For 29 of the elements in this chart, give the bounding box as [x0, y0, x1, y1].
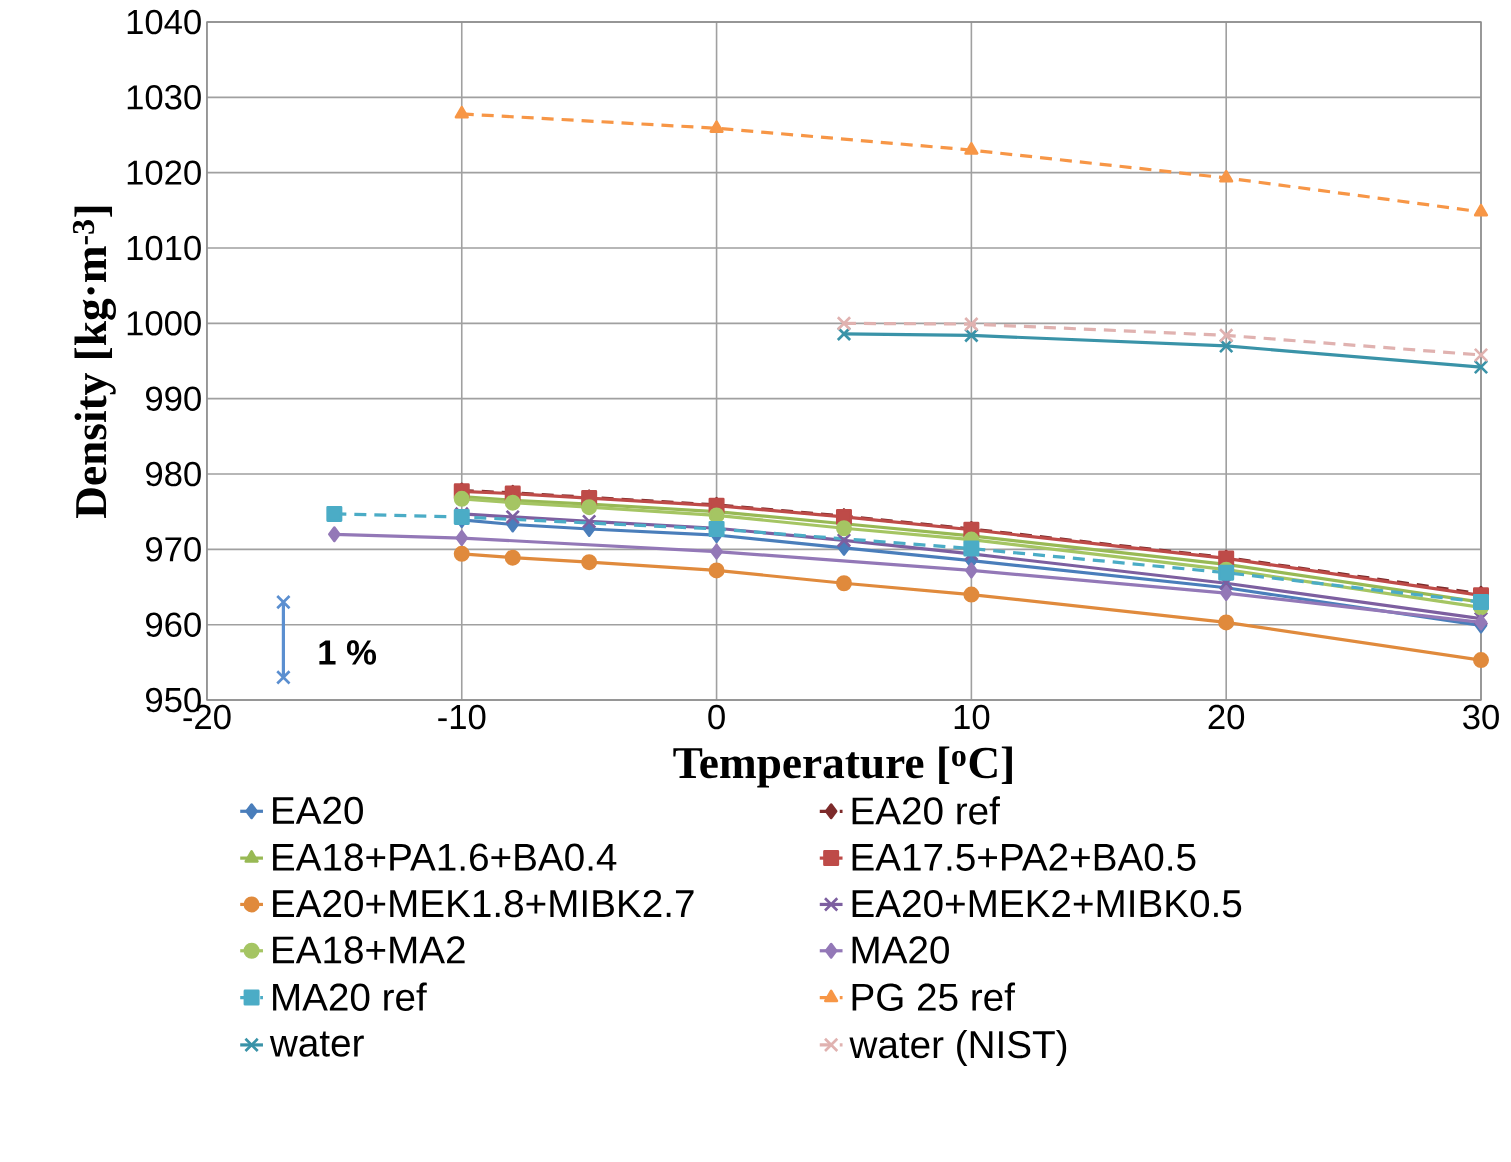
y-tick-label: 1020: [127, 160, 201, 185]
annotation: 1 %: [319, 640, 377, 665]
x-tick-label: 0: [708, 704, 725, 730]
legend-label: EA18+MA2: [273, 936, 465, 964]
x-tick-label: 20: [1208, 704, 1245, 730]
legend-label: EA20+MEK2+MIBK0.5: [852, 889, 1242, 918]
legend-label: water (NIST): [849, 1029, 1067, 1066]
legend-label: EA17.5+PA2+BA0.5: [852, 843, 1196, 871]
legend-label: EA18+PA1.6+BA0.4: [273, 843, 617, 871]
legend-label: EA20+MEK1.8+MIBK2.7: [273, 889, 694, 918]
y-tick-label: 1010: [127, 235, 201, 261]
y-axis-title: Density [kg·m$^{-3}$]: [72, 206, 116, 518]
legend-label: EA20: [273, 796, 363, 825]
x-tick-label: 30: [1463, 704, 1499, 730]
x-tick-label: -10: [438, 704, 486, 730]
legend-label: PG 25 ref: [852, 982, 1015, 1011]
y-tick-label: 1040: [127, 9, 201, 35]
y-tick-label: 970: [146, 537, 201, 562]
legend-label: water: [269, 1031, 364, 1057]
y-tick-label: 960: [146, 612, 201, 637]
legend-label: MA20: [852, 936, 949, 964]
y-tick-label: 1000: [127, 311, 201, 336]
y-tick-label: 990: [146, 386, 201, 411]
legend-label: EA20 ref: [852, 796, 1000, 825]
x-tick-label: 10: [954, 704, 990, 730]
legend-label: MA20 ref: [273, 982, 427, 1011]
y-tick-label: 980: [146, 461, 201, 487]
x-axis-title: Temperature [$^{o}$C]: [673, 746, 1012, 788]
y-tick-label: 1030: [127, 85, 201, 110]
